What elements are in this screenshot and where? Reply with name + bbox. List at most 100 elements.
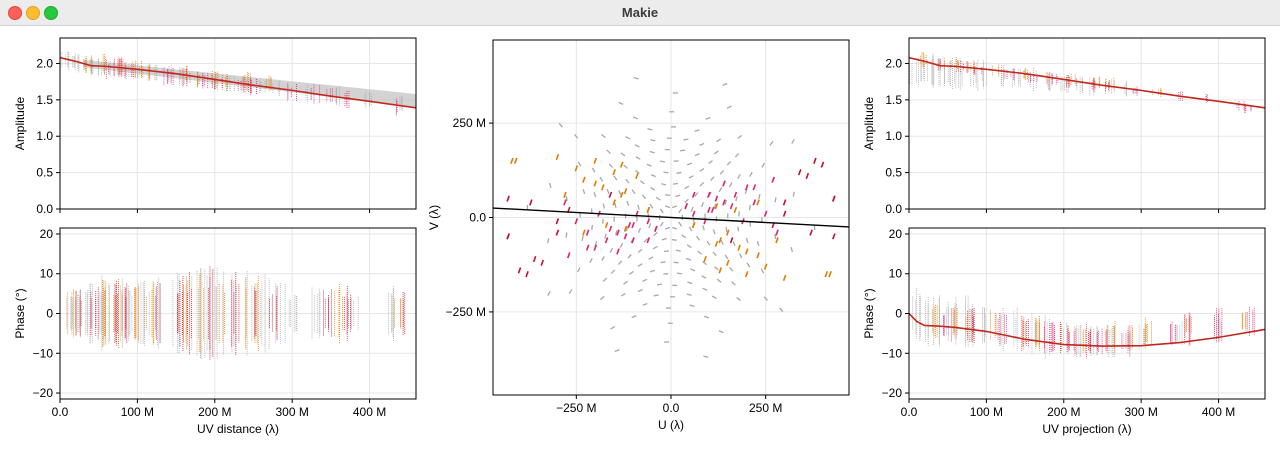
uv-point xyxy=(623,164,628,169)
y-tick-label: 250 M xyxy=(453,116,486,130)
uv-point xyxy=(623,187,628,195)
uv-point xyxy=(601,133,606,139)
uv-point xyxy=(532,255,537,263)
x-tick-label: 100 M xyxy=(121,405,154,419)
uv-point xyxy=(649,203,654,209)
uv-point xyxy=(699,168,705,172)
uv-point xyxy=(608,163,613,168)
uv-point xyxy=(606,188,610,194)
uv-point xyxy=(681,234,687,239)
uv-point xyxy=(635,156,641,160)
uv-point xyxy=(540,259,545,266)
uv-point xyxy=(641,194,647,200)
uv-point xyxy=(661,237,667,241)
uv-point xyxy=(832,233,836,240)
y-tick-label: 0.0 xyxy=(469,211,486,225)
y-tick-label: 1.0 xyxy=(36,129,53,143)
uv-point xyxy=(718,267,723,274)
uv-point xyxy=(642,303,648,306)
uv-point xyxy=(710,206,715,214)
uv-point xyxy=(724,254,729,260)
uv-point xyxy=(649,269,656,273)
uv-point xyxy=(659,221,664,227)
uv-point xyxy=(623,280,629,285)
y-tick-label: 1.0 xyxy=(885,129,902,143)
uv-point xyxy=(582,229,586,236)
uv-point xyxy=(555,229,560,236)
uv-point xyxy=(653,294,659,297)
uv-point xyxy=(697,250,702,255)
uv-point xyxy=(617,260,623,266)
uv-point xyxy=(608,191,613,198)
figure-canvas[interactable]: 0.0 0.5 1.0 1.5 2.0 Amplitude 20 10 0 −10 −20 0.0 10… xyxy=(0,26,1280,451)
uv-point xyxy=(749,171,753,177)
uv-point xyxy=(733,206,738,214)
uv-point xyxy=(648,223,652,229)
uv-point xyxy=(688,175,694,179)
y-tick-label: 20 xyxy=(40,227,54,241)
y-tick-label: 1.5 xyxy=(36,93,53,107)
y-tick-label: 0.5 xyxy=(885,166,902,180)
uv-point xyxy=(613,175,618,181)
uv-point xyxy=(655,196,661,201)
uv-point xyxy=(555,153,560,161)
uv-point xyxy=(650,186,656,191)
uv-point xyxy=(809,229,813,236)
uv-point xyxy=(576,267,581,273)
uv-point xyxy=(707,206,711,214)
uv-point xyxy=(650,174,657,178)
x-axis-label: UV projection (λ) xyxy=(1042,422,1131,436)
phase-vs-uvdist-axis: 20 10 0 −10 −20 0.0 100 M 200 M 300 M 400 M Phase … xyxy=(13,227,417,436)
uv-point xyxy=(593,157,598,164)
uv-point xyxy=(702,261,708,266)
uv-point xyxy=(565,232,568,238)
uv-point xyxy=(609,247,614,253)
y-axis-label: Amplitude xyxy=(862,97,876,151)
uv-point xyxy=(574,134,579,139)
y-tick-label: 10 xyxy=(40,267,54,281)
uv-point xyxy=(623,225,628,232)
uv-coverage-axis: 250 M 0.0 −250 M −250 M 0.0 250 M V (λ) U (λ) xyxy=(427,39,850,432)
uv-point xyxy=(689,304,695,307)
uv-point xyxy=(832,195,836,202)
uv-point xyxy=(591,167,596,173)
uv-point xyxy=(744,184,749,191)
x-axis-label: UV distance (λ) xyxy=(197,422,279,436)
uv-point xyxy=(746,262,751,268)
uv-point xyxy=(618,190,622,196)
uv-point xyxy=(633,77,639,80)
uv-point xyxy=(713,150,719,155)
uv-point xyxy=(565,195,568,201)
uv-point xyxy=(604,233,607,239)
x-tick-label: 300 M xyxy=(275,405,308,419)
uv-point xyxy=(673,261,679,264)
titlebar: Makie xyxy=(0,0,1280,26)
uv-point xyxy=(604,221,609,229)
uv-point xyxy=(722,180,726,187)
close-button[interactable] xyxy=(8,6,22,20)
zoom-button[interactable] xyxy=(44,6,58,20)
uv-point xyxy=(679,149,686,152)
uv-point xyxy=(752,199,757,206)
uv-point xyxy=(791,138,795,144)
uv-point xyxy=(625,136,631,140)
uv-point xyxy=(687,281,693,285)
uv-point xyxy=(635,172,639,180)
minimize-button[interactable] xyxy=(26,6,40,20)
uv-point xyxy=(722,199,726,206)
uv-point xyxy=(593,180,598,187)
uv-point xyxy=(686,293,692,296)
uv-point xyxy=(612,199,616,206)
uv-point xyxy=(713,203,717,209)
uv-point xyxy=(601,184,605,191)
phase-vs-uvproj-axis: 20 10 0 −10 −20 0.0 100 M 200 M 300 M 400 M Phase … xyxy=(862,227,1266,436)
y-axis-label: Phase (°) xyxy=(13,288,27,338)
uv-point xyxy=(646,237,651,244)
uv-point xyxy=(686,162,693,166)
y-tick-label: 0.5 xyxy=(36,166,53,180)
uv-point xyxy=(614,203,617,209)
amp-vs-uvdist-plot-area xyxy=(60,51,416,116)
uv-point xyxy=(649,150,655,154)
uv-point xyxy=(563,199,567,206)
uv-point xyxy=(654,225,658,232)
